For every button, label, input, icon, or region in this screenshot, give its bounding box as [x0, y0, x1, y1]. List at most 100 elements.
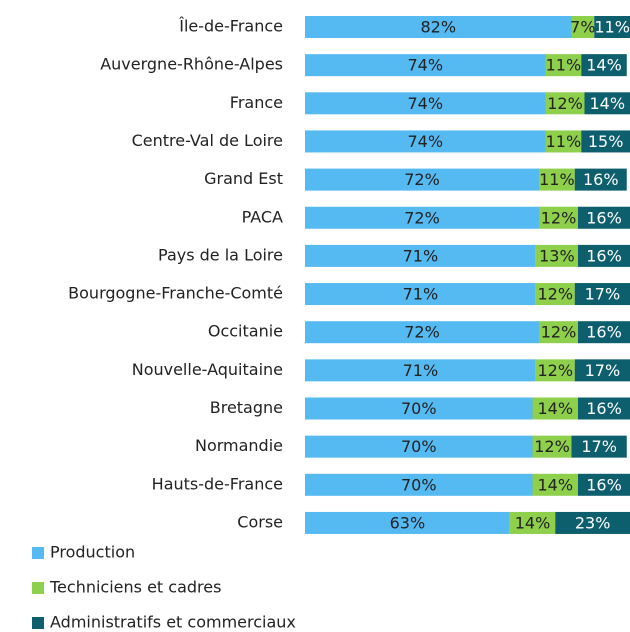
data-label: 72%	[404, 323, 440, 342]
bar-segment	[555, 511, 630, 534]
bar-segment	[539, 168, 575, 191]
bar-segment	[539, 206, 578, 229]
category-label: Grand Est	[204, 169, 283, 188]
bar-segment	[545, 130, 582, 153]
bar-segment	[574, 168, 627, 191]
data-label: 12%	[534, 437, 570, 456]
legend-swatch	[32, 547, 44, 559]
legend-label: Techniciens et cadres	[49, 578, 221, 597]
data-label: 74%	[407, 94, 443, 113]
category-label: Auvergne-Rhône-Alpes	[100, 55, 283, 74]
bar-segment	[305, 130, 546, 153]
bar-segment	[584, 92, 630, 115]
category-label: Bourgogne-Franche-Comté	[68, 284, 283, 303]
bar-segment	[545, 92, 585, 115]
category-label: PACA	[242, 207, 283, 226]
bar-segment	[535, 244, 578, 267]
bar-segment	[545, 54, 582, 77]
bar-segment	[305, 206, 539, 229]
data-label: 15%	[588, 132, 624, 151]
bar-segment	[574, 359, 630, 382]
data-label: 70%	[401, 437, 437, 456]
data-label: 14%	[537, 399, 573, 418]
data-label: 16%	[586, 208, 622, 227]
category-label: Centre-Val de Loire	[132, 131, 283, 150]
data-label: 70%	[401, 475, 437, 494]
bar-segment	[535, 359, 575, 382]
data-label: 12%	[541, 208, 577, 227]
bar-segment	[305, 397, 533, 420]
bar-segment	[578, 244, 630, 267]
data-label: 7%	[570, 18, 595, 37]
bar-segment	[305, 92, 546, 115]
bar-segment	[305, 473, 533, 496]
data-label: 70%	[401, 399, 437, 418]
bar-segment	[532, 435, 572, 458]
data-label: 63%	[390, 513, 426, 532]
bar-segment	[581, 54, 627, 77]
data-label: 17%	[585, 285, 621, 304]
bar-segment	[305, 168, 539, 191]
category-label: Pays de la Loire	[158, 245, 283, 264]
bar-segment	[305, 511, 510, 534]
legend-swatch	[32, 582, 44, 594]
data-label: 16%	[586, 323, 622, 342]
bar-segment	[305, 244, 536, 267]
bar-segment	[532, 397, 578, 420]
data-label: 72%	[404, 170, 440, 189]
data-label: 74%	[407, 56, 443, 75]
data-label: 14%	[589, 94, 625, 113]
bar-segment	[594, 16, 630, 38]
category-label: Normandie	[195, 436, 283, 455]
data-label: 14%	[586, 56, 622, 75]
legend-swatch	[32, 617, 44, 629]
data-label: 71%	[403, 285, 439, 304]
legend-label: Administratifs et commerciaux	[50, 613, 296, 632]
data-label: 71%	[403, 246, 439, 265]
bar-segment	[509, 511, 556, 534]
data-label: 23%	[575, 513, 611, 532]
category-label: Occitanie	[208, 322, 283, 341]
data-label: 82%	[420, 18, 456, 37]
data-label: 71%	[403, 361, 439, 380]
data-label: 14%	[537, 475, 573, 494]
bar-segment	[571, 16, 595, 38]
bar-segment	[305, 321, 539, 344]
bar-segment	[305, 54, 546, 77]
data-label: 74%	[407, 132, 443, 151]
data-label: 11%	[539, 170, 575, 189]
data-label: 13%	[539, 246, 575, 265]
category-label: Hauts-de-France	[152, 474, 283, 493]
data-label: 11%	[594, 18, 630, 37]
bar-segment	[571, 435, 627, 458]
data-label: 11%	[546, 56, 582, 75]
bar-segment	[532, 473, 578, 496]
data-label: 12%	[537, 285, 573, 304]
bar-segment	[581, 130, 630, 153]
data-label: 12%	[547, 94, 583, 113]
bar-segment	[305, 435, 533, 458]
category-label: Corse	[237, 512, 283, 531]
category-label: Île-de-France	[178, 17, 283, 36]
bar-segment	[539, 321, 578, 344]
bar-segment	[535, 283, 575, 306]
data-label: 12%	[541, 323, 577, 342]
bar-segment	[578, 397, 630, 420]
data-label: 12%	[537, 361, 573, 380]
data-label: 72%	[404, 208, 440, 227]
bar-segment	[578, 321, 630, 344]
data-label: 16%	[586, 246, 622, 265]
legend-label: Production	[50, 543, 135, 562]
data-label: 14%	[515, 513, 551, 532]
category-label: Nouvelle-Aquitaine	[132, 360, 283, 379]
data-label: 16%	[586, 399, 622, 418]
data-label: 17%	[581, 437, 617, 456]
category-label: France	[230, 93, 283, 112]
bar-segment	[578, 473, 630, 496]
category-label: Bretagne	[210, 398, 283, 417]
data-label: 16%	[586, 475, 622, 494]
bar-segment	[578, 206, 630, 229]
data-label: 16%	[583, 170, 619, 189]
data-label: 17%	[585, 361, 621, 380]
